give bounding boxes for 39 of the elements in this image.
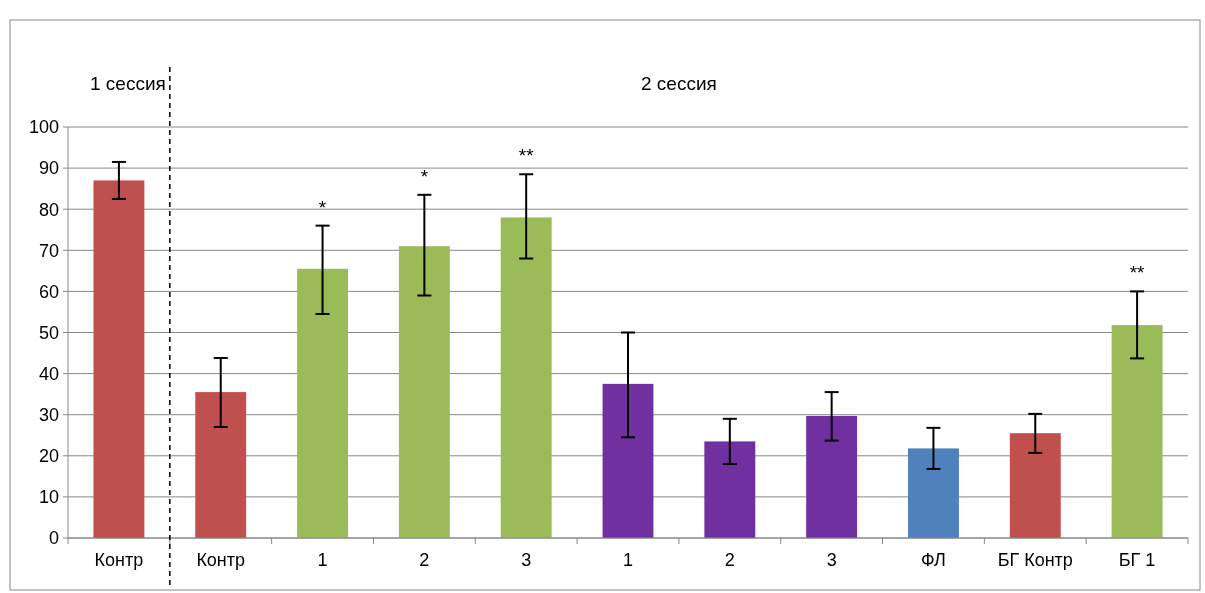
- x-tick-label: 2: [724, 550, 735, 570]
- bar: [1009, 433, 1061, 538]
- bar: [602, 383, 654, 538]
- y-tick-label: 60: [38, 281, 59, 302]
- x-tick-label: 1: [622, 550, 634, 570]
- y-tick-label: 10: [38, 487, 59, 508]
- y-tick-label: 100: [28, 117, 59, 138]
- x-tick-label: 3: [826, 550, 837, 570]
- y-tick-label: 50: [38, 322, 59, 343]
- y-tick-label: 70: [38, 240, 59, 261]
- bar: [704, 441, 756, 538]
- annotation: **: [1129, 262, 1146, 284]
- x-tick-label: ФЛ: [921, 550, 946, 570]
- y-tick-label: 80: [38, 199, 59, 220]
- y-tick-label: 0: [48, 528, 59, 549]
- y-tick-label: 90: [38, 158, 59, 179]
- text: 2 сессия: [641, 73, 717, 94]
- x-tick-label: БГ Контр: [997, 550, 1073, 570]
- x-tick-label: Контр: [94, 550, 144, 570]
- y-tick-label: 40: [38, 363, 59, 384]
- bar: [195, 392, 247, 538]
- y-tick-label: 20: [38, 446, 59, 467]
- x-tick-label: 2: [419, 550, 430, 570]
- bar: [93, 180, 145, 538]
- bar: [398, 246, 450, 538]
- bar: [806, 415, 858, 538]
- annotation: **: [518, 145, 535, 167]
- x-tick-label: 3: [521, 550, 532, 570]
- y-tick-label: 30: [38, 405, 59, 425]
- x-tick-label: БГ 1: [1118, 550, 1156, 570]
- bar: [500, 217, 552, 538]
- text: 1 сессия: [89, 73, 166, 94]
- bar: [1111, 325, 1163, 538]
- x-tick-label: Контр: [196, 550, 246, 570]
- x-tick-label: 1: [317, 550, 328, 570]
- annotation: *: [318, 196, 327, 218]
- annotation: *: [420, 165, 429, 187]
- bar: [297, 268, 348, 538]
- bar: [908, 448, 959, 538]
